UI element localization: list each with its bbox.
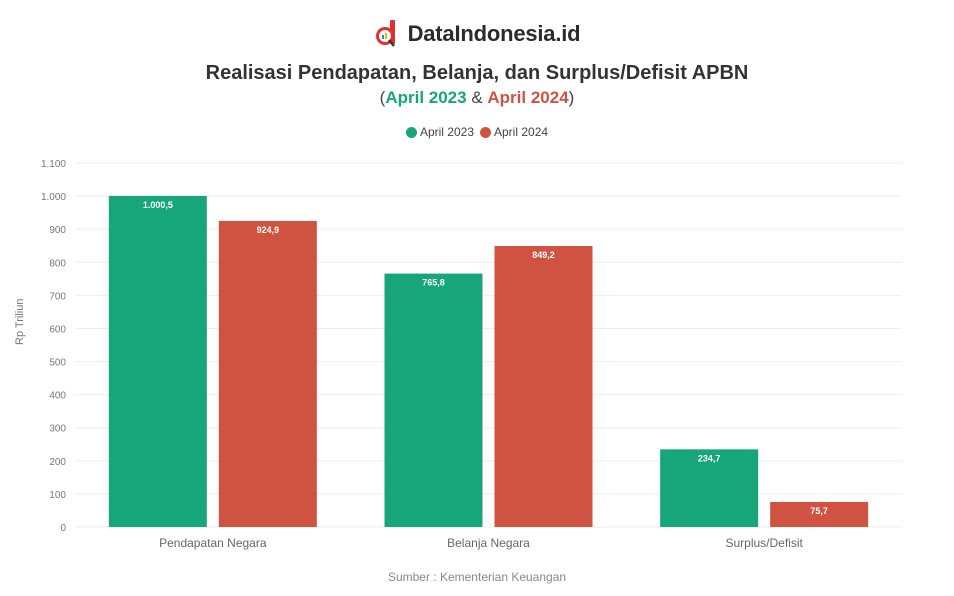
legend-label: April 2024 [494,125,549,139]
legend-label: April 2023 [419,125,474,139]
x-tick-label: Belanja Negara [447,536,530,550]
bar-value-label: 1.000,5 [143,200,173,210]
bar[interactable] [494,245,593,527]
legend-dot-icon [480,126,491,138]
x-tick-label: Pendapatan Negara [159,536,267,550]
bar-value-label: 234,7 [698,453,721,463]
y-tick-label: 300 [49,424,66,435]
y-tick-label: 600 [49,324,66,335]
y-tick-label: 700 [49,291,66,302]
y-tick-label: 200 [49,457,66,468]
y-tick-label: 100 [49,490,66,501]
chart-title: Realisasi Pendapatan, Belanja, dan Surpl… [205,62,749,84]
bar[interactable] [770,501,869,527]
subtitle-paren-open: ( [379,88,386,107]
subtitle-amp: & [466,88,488,107]
y-tick-label: 0 [60,523,66,534]
bar[interactable] [660,449,759,527]
y-tick-label: 500 [49,358,66,369]
legend-dot-icon [405,126,417,138]
brand-header: DataIndonesia.id [0,20,954,48]
brand-name: DataIndonesia.id [407,21,581,46]
legend-item-april-2024[interactable]: April 2024 [480,125,548,139]
y-tick-label: 1.000 [41,192,66,203]
subtitle-paren-close: ) [568,88,575,107]
x-tick-label: Surplus/Defisit [725,536,803,550]
y-tick-label: 900 [49,225,66,236]
magnifier-chart-logo-icon [375,20,395,47]
legend-item-april-2023[interactable]: April 2023 [405,125,474,139]
subtitle-series-2: April 2024 [487,88,569,107]
chart-subtitle: (April 2023 & April 2024) [0,88,954,108]
source-note: Sumber : Kementerian Keuangan [387,570,567,584]
y-tick-label: 1.100 [41,159,66,170]
bar-value-label: 924,9 [257,225,280,235]
chart-legend: April 2023 April 2024 [0,125,954,139]
bar[interactable] [218,220,317,527]
y-tick-label: 800 [49,258,66,269]
bar-value-label: 75,7 [810,506,828,516]
subtitle-series-1: April 2023 [385,88,467,107]
bar-value-label: 849,2 [532,250,555,260]
y-tick-label: 400 [49,391,66,402]
y-axis-label: Rp Triliun [14,298,26,345]
bar[interactable] [108,195,207,527]
bar[interactable] [384,273,483,527]
bar-value-label: 765,8 [422,278,445,288]
